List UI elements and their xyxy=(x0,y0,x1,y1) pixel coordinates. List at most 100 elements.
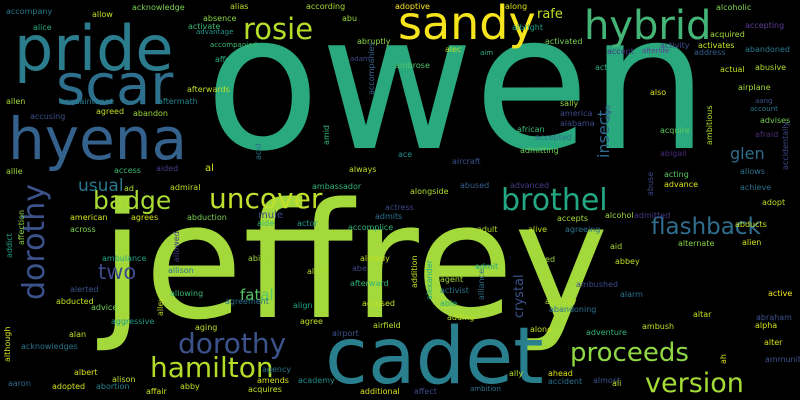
word-aging: acknowledges xyxy=(21,342,78,351)
word-ago-v: accompanies xyxy=(367,42,376,95)
word-alabama: alabama xyxy=(560,119,595,128)
word-ambrose: ambrose xyxy=(395,61,430,70)
word-accompanies-v: acid xyxy=(254,143,263,160)
word-agrees: agrees xyxy=(131,213,159,222)
word-aircraft: aircraft xyxy=(452,157,481,166)
word-ammunition: ambition xyxy=(470,385,501,393)
word-alien: alien xyxy=(742,238,762,247)
word-ahead: ally xyxy=(509,369,524,378)
word-abduction: abduction xyxy=(187,213,227,222)
word-abandoning: adding xyxy=(447,313,475,322)
word-allen: allen xyxy=(6,97,26,106)
word-amends: agency xyxy=(262,365,292,374)
word-advantage: advantage xyxy=(196,28,234,36)
word-alter: ammunition xyxy=(765,355,800,364)
word-adopted: aaron xyxy=(8,379,31,388)
word-acknowledges-v: although xyxy=(3,326,12,362)
word-absence: absence xyxy=(203,14,237,23)
word-acquaintance: acquaintance xyxy=(60,97,115,106)
word-fatal: usual xyxy=(78,176,124,196)
word-additional: acquires xyxy=(248,385,282,394)
word-admitting: admitting xyxy=(520,146,559,155)
word-accused: align xyxy=(293,301,313,310)
word-flashback: version xyxy=(645,368,744,399)
word-aide: aide xyxy=(257,219,275,228)
word-affect: additional xyxy=(360,387,400,396)
word-ambitious-v: alliance xyxy=(477,269,486,300)
word-abused: abused xyxy=(460,181,490,190)
word-admiral: admiral xyxy=(170,183,201,192)
word-accept: accept xyxy=(607,47,634,56)
word-america: america xyxy=(560,109,593,118)
word-ability: ambulance xyxy=(102,254,147,263)
word-accident: ahead xyxy=(548,369,573,378)
word-accompany: accompany xyxy=(6,7,53,16)
word-adventure: alone xyxy=(530,325,553,334)
word-allows: allows xyxy=(740,167,765,176)
word-alabama-v: accidentally xyxy=(781,121,790,170)
word-address: address xyxy=(694,48,726,57)
word-alerted: ambushed xyxy=(576,280,619,289)
word-accepting: accepting xyxy=(745,21,785,30)
word-proceeds: hamilton xyxy=(150,351,274,384)
word-ace: ace xyxy=(398,150,413,159)
word-almost: accident xyxy=(548,377,583,386)
word-adding: airfield xyxy=(373,321,401,330)
word-activated: activated xyxy=(545,37,583,46)
word-aggressive: alan xyxy=(69,330,87,339)
word-pride: pride xyxy=(14,12,174,85)
word-also: also xyxy=(650,88,667,97)
word-accidentally-v: ago xyxy=(603,105,612,120)
word-albert: adopted xyxy=(52,382,86,391)
word-aftermath: aftermath xyxy=(158,97,198,106)
word-accomplice: accomplice xyxy=(348,223,394,232)
word-account: account xyxy=(750,105,778,113)
word-alternate: alternate xyxy=(678,239,715,248)
word-actress: actress xyxy=(385,203,414,212)
word-abby: affair xyxy=(146,387,167,396)
word-hyena: hyena xyxy=(8,105,188,173)
word-alexander: activist xyxy=(440,286,469,295)
word-accepted: accepted xyxy=(535,133,572,142)
word-activist: agent xyxy=(440,275,464,284)
word-american: american xyxy=(70,213,108,222)
word-alan: active xyxy=(768,289,793,298)
word-sandy: sandy xyxy=(398,0,536,50)
word-alias: alias xyxy=(230,2,249,11)
word-adult: adult xyxy=(477,225,498,234)
word-alliance-v: amid xyxy=(322,125,331,145)
word-abandoned: abandoned xyxy=(745,45,790,54)
word-academy: amends xyxy=(257,376,289,385)
word-able: accused xyxy=(362,299,395,308)
word-agreeing: agreeing xyxy=(565,225,601,234)
word-abusive: abusive xyxy=(755,63,787,72)
word-ambushed: alfred xyxy=(532,255,556,264)
word-rosie: rosie xyxy=(243,12,314,46)
word-airfield: airport xyxy=(332,329,359,338)
word-actually: able xyxy=(440,299,458,308)
word-alcoholic: alcoholic xyxy=(716,3,752,12)
word-acquired: acquired xyxy=(710,30,745,39)
word-abuse-v: abuse xyxy=(646,171,655,196)
word-according: according xyxy=(306,2,346,11)
word-alfred-v: addition xyxy=(410,255,419,288)
word-acknowledge: acknowledge xyxy=(132,3,185,12)
word-african: african xyxy=(517,125,545,134)
word-along: along xyxy=(505,2,528,11)
word-allowed-v: allowed xyxy=(172,231,181,262)
word-aim: aim xyxy=(480,49,494,57)
word-jeffrey: jeffrey xyxy=(100,168,609,355)
word-advanced: advanced xyxy=(510,181,550,190)
word-alcohol: alcohol xyxy=(605,211,634,220)
word-airport: agree xyxy=(300,317,323,326)
word-mule: mule xyxy=(258,210,284,221)
word-active: alarm xyxy=(620,290,643,299)
word-insect: fatal xyxy=(240,286,274,304)
word-cadet: cadet xyxy=(325,312,544,400)
word-albright: albright xyxy=(512,23,543,32)
word-activity: activity xyxy=(660,41,690,50)
word-uncover: uncover xyxy=(209,182,323,215)
word-agreed: agreed xyxy=(96,107,125,116)
word-allison: abbey xyxy=(615,257,640,266)
